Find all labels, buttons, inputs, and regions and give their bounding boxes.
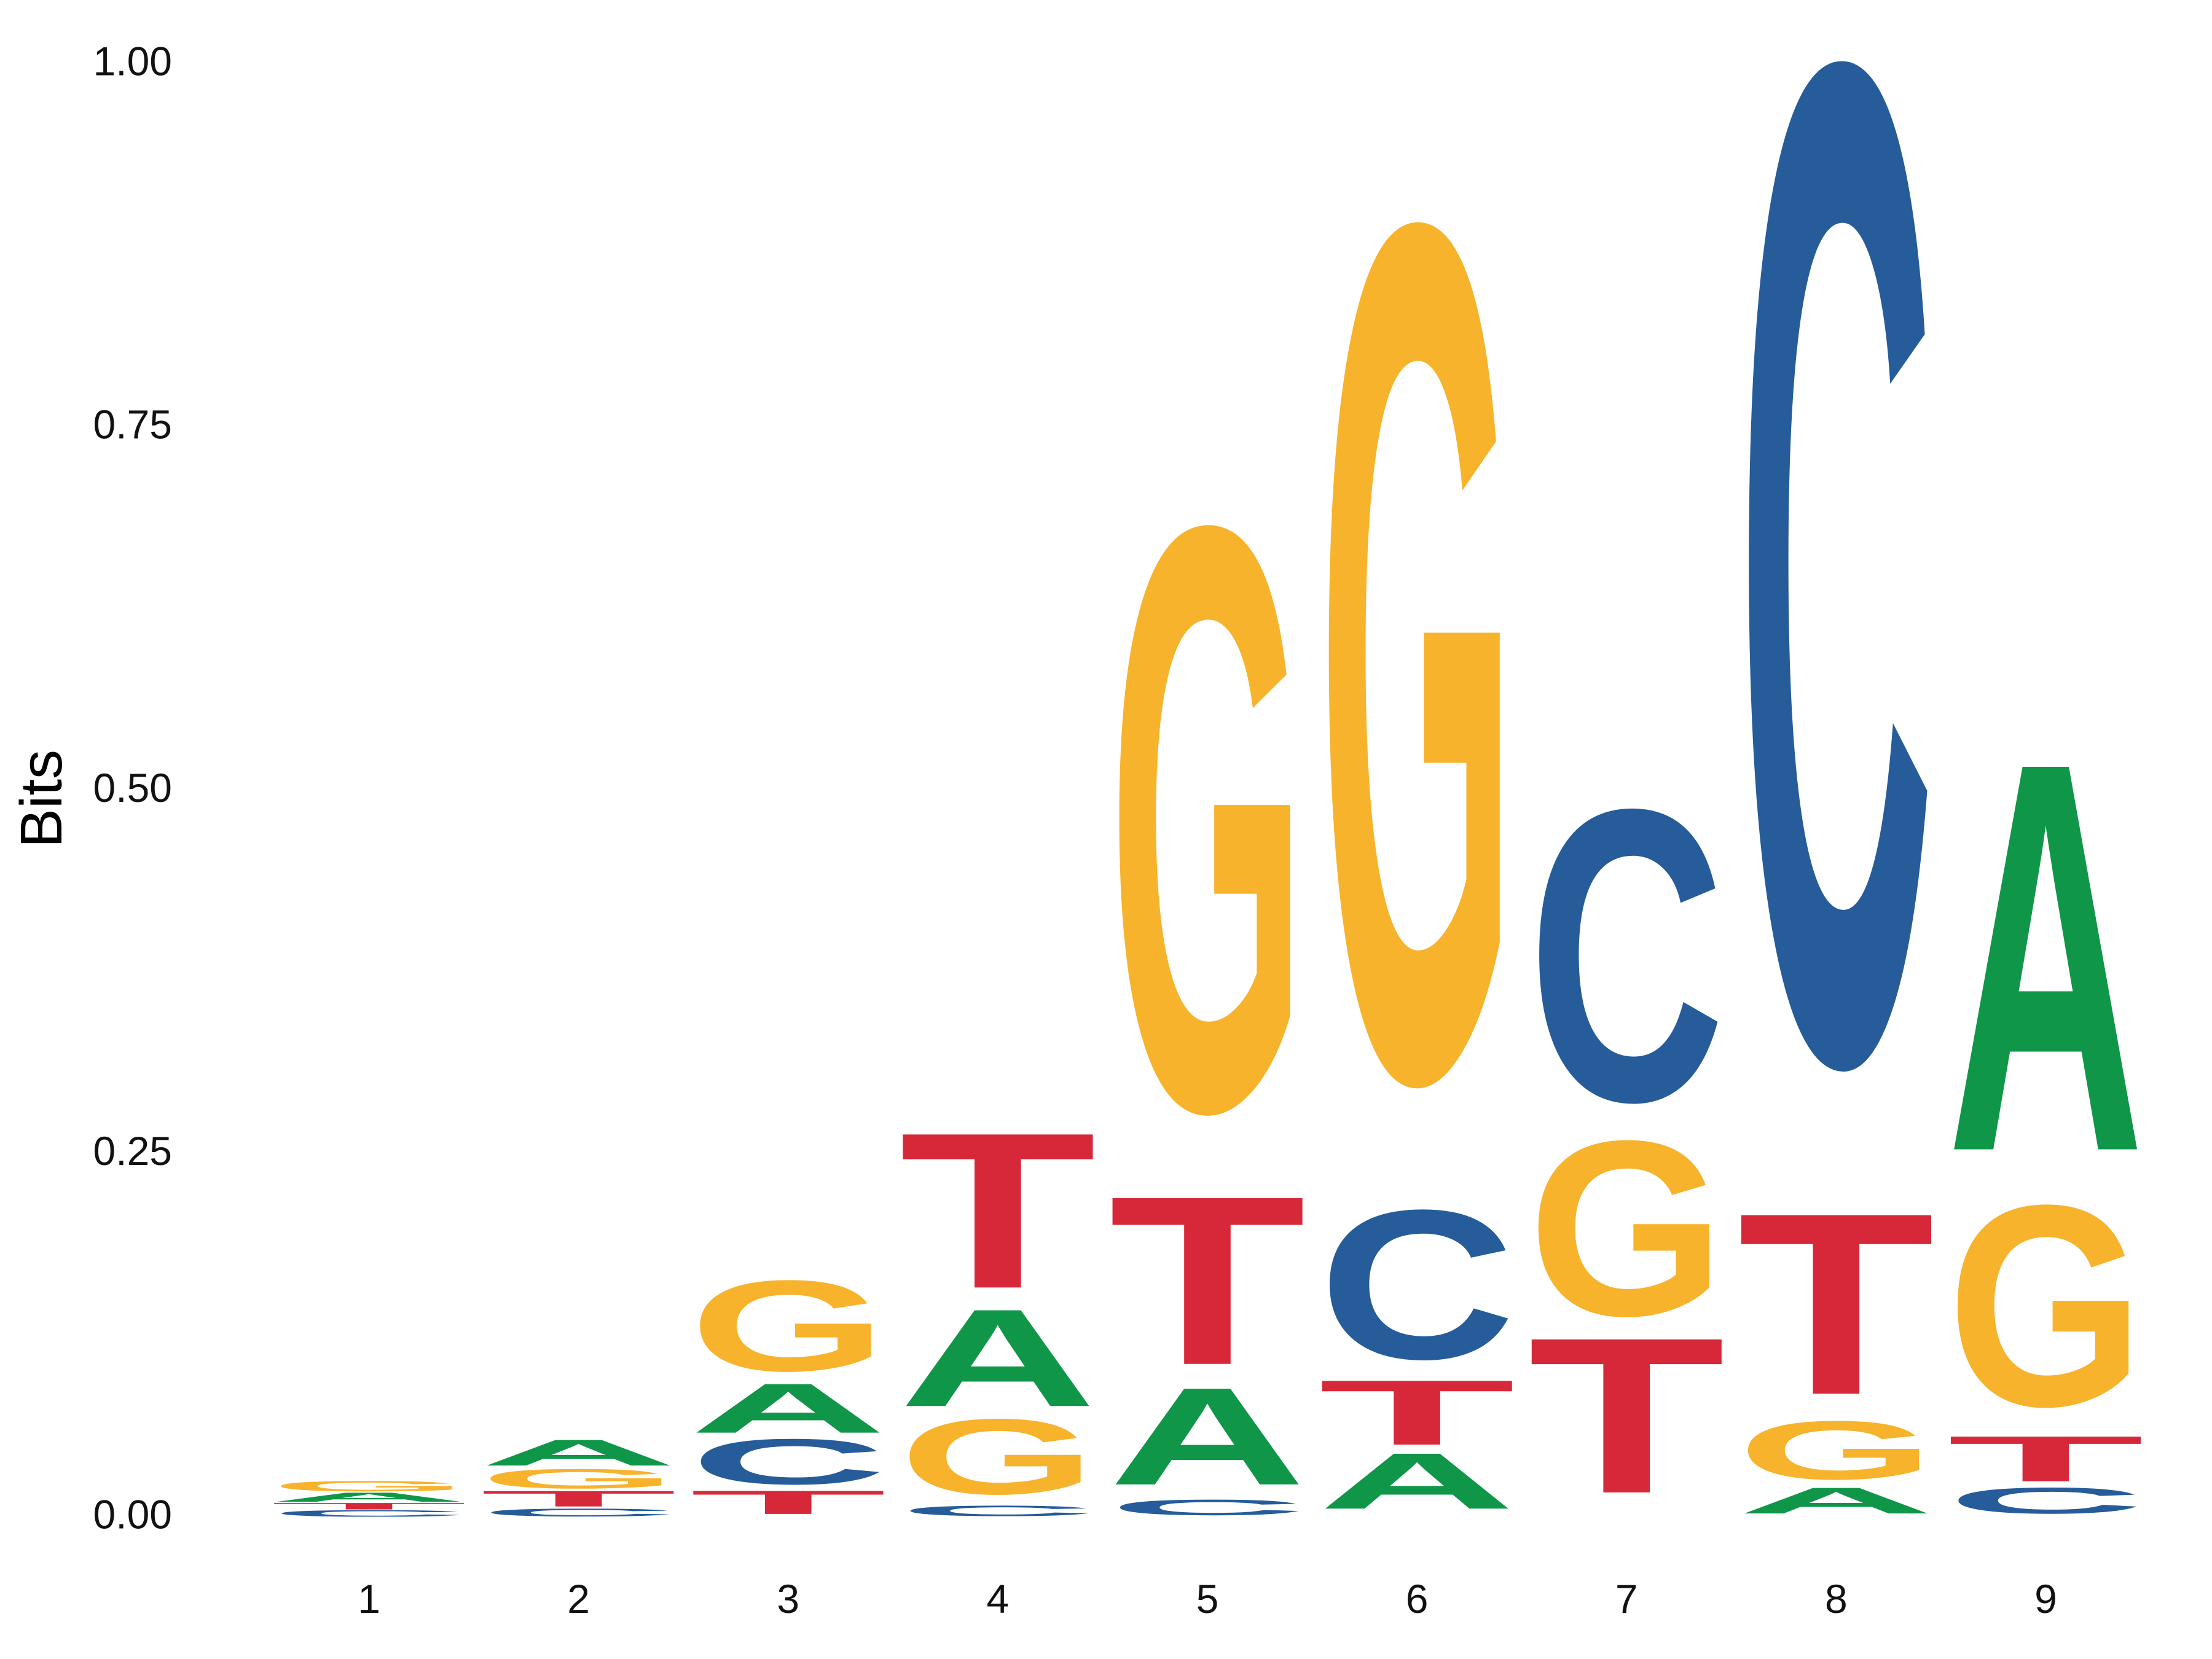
logo-letter: C: [1528, 723, 1725, 1189]
y-tick-label: 0.75: [93, 402, 172, 447]
y-tick-label: 0.25: [93, 1128, 172, 1174]
y-tick-label: 1.00: [93, 38, 172, 84]
y-tick-label: 0.50: [93, 765, 172, 810]
logo-letter: T: [1109, 1147, 1306, 1416]
logo-letter: C: [1947, 1480, 2144, 1521]
logo-letter: A: [689, 1369, 887, 1448]
logo-letter: G: [270, 1478, 468, 1494]
logo-letter: G: [900, 1397, 1097, 1517]
logo-letter: A: [480, 1432, 677, 1473]
logo-letter: T: [1528, 1291, 1725, 1540]
logo-letter: T: [1319, 1360, 1516, 1464]
x-tick-label: 8: [1825, 1576, 1848, 1622]
logo-letter: G: [1319, 0, 1516, 1336]
x-tick-label: 3: [777, 1576, 799, 1622]
x-tick-label: 1: [358, 1576, 380, 1622]
logo-letter: G: [1528, 1088, 1725, 1368]
logo-letter: G: [1738, 1404, 1935, 1497]
logo-letter: C: [900, 1502, 1097, 1519]
logo-letter: T: [689, 1484, 887, 1521]
logo-letter: A: [900, 1280, 1097, 1435]
logo-letter: G: [689, 1254, 887, 1398]
x-tick-label: 5: [1196, 1576, 1219, 1622]
logo-letter: C: [1738, 0, 1935, 1360]
x-tick-label: 9: [2034, 1576, 2057, 1622]
y-axis: 0.00 0.25 0.50 0.75 1.00: [93, 38, 172, 1537]
logo-letter: T: [270, 1501, 468, 1512]
logo-letter: G: [1109, 353, 1306, 1285]
logo-letter: C: [1319, 1166, 1516, 1403]
logo-letter: G: [1947, 1146, 2144, 1467]
logo-letter: G: [480, 1464, 677, 1494]
y-tick-label: 0.00: [93, 1491, 172, 1537]
x-tick-label: 2: [567, 1576, 590, 1622]
logo-letter: C: [689, 1426, 887, 1498]
logo-letter: T: [900, 1086, 1097, 1335]
logo-letter: A: [1947, 647, 2144, 1268]
x-tick-label: 6: [1406, 1576, 1429, 1622]
logo-letter: T: [480, 1486, 677, 1511]
logo-letter: C: [480, 1507, 677, 1519]
logo-letter: A: [1319, 1437, 1516, 1526]
x-axis: 1 2 3 4 5 6 7 8 9: [358, 1576, 2057, 1622]
x-tick-label: 7: [1615, 1576, 1638, 1622]
logo-letter: C: [1109, 1495, 1306, 1520]
x-tick-label: 4: [987, 1576, 1010, 1622]
logo-letter: A: [1738, 1480, 1935, 1521]
logo-letter: T: [1738, 1159, 1935, 1449]
logo-letter: C: [270, 1508, 468, 1519]
logo-letter: A: [1109, 1359, 1306, 1514]
y-axis-title: Bits: [9, 750, 74, 848]
logo-letter: A: [270, 1490, 468, 1505]
logo-letter: T: [1947, 1422, 2144, 1495]
